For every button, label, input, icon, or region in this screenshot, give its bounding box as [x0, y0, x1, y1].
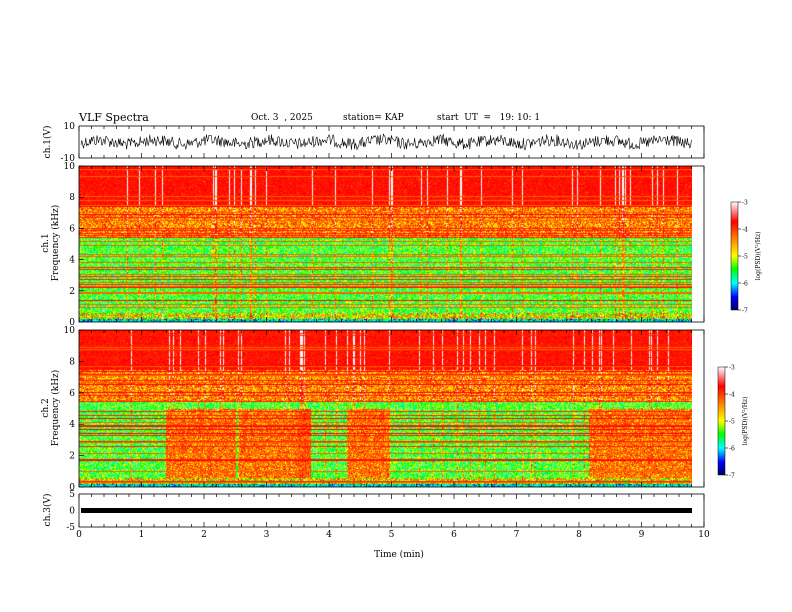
- ch3-ytick-label: -5: [66, 523, 75, 533]
- freq-ytick-label: 10: [64, 162, 76, 172]
- x-tick-label: 7: [514, 530, 520, 540]
- freq-ytick-label: 6: [69, 224, 75, 234]
- x-tick-label: 9: [639, 530, 645, 540]
- ch1-ytick-label: -10: [61, 154, 76, 164]
- x-axis-label: Time (min): [374, 549, 424, 560]
- colorbar-1-label: log(PSD)(V²/Hz): [755, 232, 762, 281]
- x-tick-label: 0: [76, 530, 82, 540]
- x-tick-label: 5: [389, 530, 395, 540]
- x-tick-label: 2: [201, 530, 207, 540]
- header-start-ut: start UT = 19: 10: 1: [437, 113, 541, 123]
- sp2-ylabel: Frequency (kHz): [50, 370, 61, 447]
- sp1-ylabel-channel: ch.1: [41, 233, 51, 252]
- colorbar-1-gradient: [730, 201, 739, 311]
- ch1-spectrogram-panel: 0 2 4 6 8 10: [64, 162, 705, 328]
- colorbar-tick-label: -6: [742, 281, 748, 288]
- freq-ytick-label: 2: [69, 452, 75, 462]
- freq-ytick-label: 8: [69, 193, 75, 203]
- colorbar-tick-label: -4: [742, 227, 748, 234]
- header-station: station= KAP: [343, 113, 404, 123]
- x-tick-label: 8: [576, 530, 582, 540]
- x-tick-label: 1: [139, 530, 145, 540]
- colorbar-2-label: log(PSD)(V²/Hz): [742, 397, 749, 446]
- spectrogram-image: [79, 166, 692, 322]
- x-tick-label: 10: [698, 530, 710, 540]
- ch1-trace: [80, 133, 692, 151]
- colorbar-tick-label: -5: [729, 419, 735, 426]
- x-tick-label: 6: [451, 530, 457, 540]
- colorbar-tick-label: -3: [729, 365, 735, 372]
- ch1-frame: [78, 125, 705, 159]
- freq-ytick-label: 8: [69, 357, 75, 367]
- freq-ytick-label: 0: [69, 483, 75, 493]
- colorbar-2: log(PSD)(V²/Hz) -3 -4 -5 -6 -7: [717, 365, 749, 480]
- chart-title: VLF Spectra: [79, 111, 149, 124]
- sp1-ylabel: Frequency (kHz): [50, 205, 61, 282]
- colorbar-tick-label: -7: [729, 473, 735, 480]
- ch3-ytick-label: 0: [69, 507, 75, 517]
- ch3-waveform-panel: 50-50 1 2 3 4 5 6 7 8 9 10: [66, 490, 710, 540]
- ch1-ytick-label: 10: [64, 122, 76, 132]
- spectrogram-image: [79, 330, 692, 487]
- ch1-ylabel: ch.1(V): [42, 126, 53, 159]
- colorbar-tick-label: -5: [742, 254, 748, 261]
- colorbar-tick-label: -4: [729, 392, 735, 399]
- freq-ytick-label: 2: [69, 287, 75, 297]
- ch1-waveform-panel: 10 -10: [61, 122, 705, 164]
- colorbar-1: log(PSD)(V²/Hz) -3 -4 -5 -6 -7: [730, 200, 762, 315]
- colorbar-tick-label: -7: [742, 308, 748, 315]
- colorbar-tick-label: -6: [729, 446, 735, 453]
- x-tick-label: 4: [326, 530, 332, 540]
- sp2-ylabel-channel: ch.2: [41, 398, 51, 417]
- freq-ytick-label: 4: [69, 420, 75, 430]
- ch3-ytick-label: 5: [69, 490, 75, 500]
- ch2-spectrogram-panel: 0 2 4 6 8 10: [64, 326, 705, 493]
- freq-ytick-label: 6: [69, 389, 75, 399]
- ch3-ylabel: ch.3(V): [42, 494, 53, 527]
- colorbar-tick-label: -3: [742, 200, 748, 207]
- ch3-trace: [81, 508, 692, 513]
- header-date: Oct. 3 , 2025: [251, 113, 313, 123]
- freq-ytick-label: 4: [69, 256, 75, 266]
- freq-ytick-label: 0: [69, 318, 75, 328]
- colorbar-2-gradient: [717, 366, 726, 476]
- x-tick-label: 3: [264, 530, 270, 540]
- freq-ytick-label: 10: [64, 326, 76, 336]
